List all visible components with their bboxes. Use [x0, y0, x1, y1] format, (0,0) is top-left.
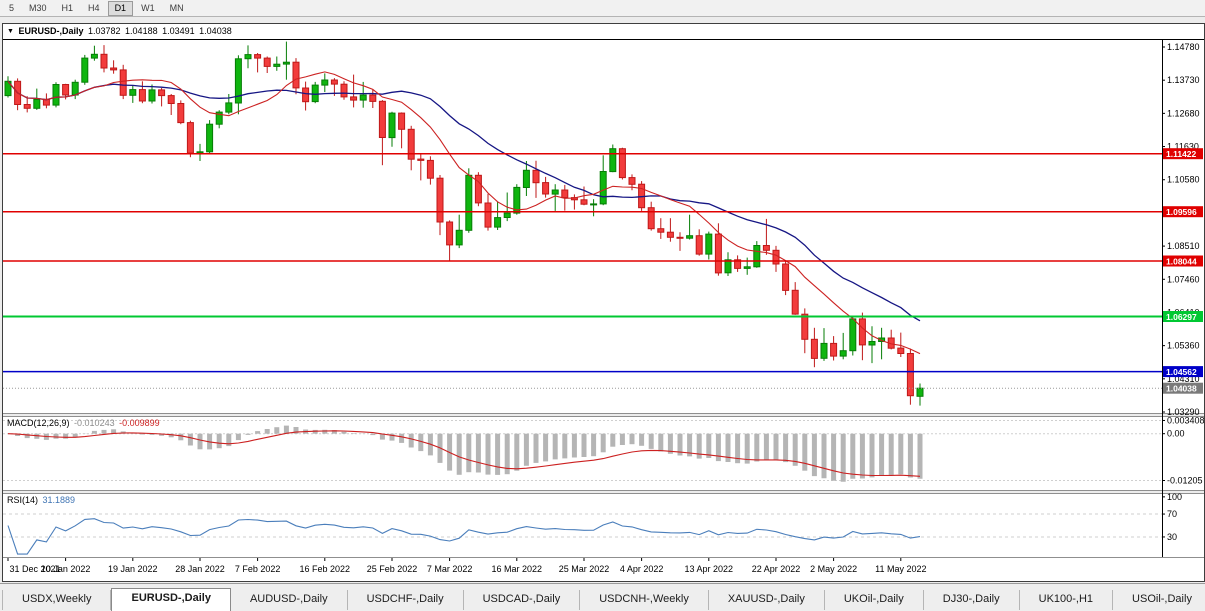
svg-text:11 May 2022: 11 May 2022	[875, 564, 926, 574]
svg-text:4 Apr 2022: 4 Apr 2022	[620, 564, 664, 574]
svg-text:0.003408: 0.003408	[1167, 415, 1204, 425]
price-tag-1.04038	[1163, 382, 1203, 394]
rsi-value: 31.1889	[42, 495, 76, 505]
svg-text:1.14780: 1.14780	[1167, 42, 1200, 52]
chart-title-symbol: EURUSD-,Daily	[18, 26, 84, 36]
chart-tab-bar: USDX,Weekly EURUSD-,Daily AUDUSD-,Daily USD…	[0, 583, 1205, 611]
svg-text:19 Jan 2022: 19 Jan 2022	[108, 564, 158, 574]
svg-text:16 Feb 2022: 16 Feb 2022	[300, 564, 351, 574]
svg-text:1.07460: 1.07460	[1167, 274, 1200, 284]
svg-text:1.03290: 1.03290	[1167, 407, 1200, 417]
macd-name: MACD(12,26,9)	[7, 418, 70, 428]
candlestick-series	[4, 41, 924, 406]
svg-text:1.08044: 1.08044	[1166, 257, 1197, 267]
ohlc-high: 1.04188	[125, 26, 158, 36]
price-tag-1.06297	[1163, 311, 1203, 322]
svg-text:25 Feb 2022: 25 Feb 2022	[367, 564, 418, 574]
svg-text:-0.01205: -0.01205	[1167, 475, 1203, 485]
tab-xauusd-daily[interactable]: XAUUSD-,Daily	[709, 590, 825, 610]
chart-title: ▼ EURUSD-,Daily 1.03782 1.04188 1.03491 …	[7, 26, 234, 36]
svg-text:1.13730: 1.13730	[1167, 75, 1200, 85]
svg-text:1.11630: 1.11630	[1167, 142, 1199, 152]
tab-audusd-daily[interactable]: AUDUSD-,Daily	[231, 590, 348, 610]
svg-text:22 Apr 2022: 22 Apr 2022	[752, 564, 801, 574]
horizontal-level-lines: 1.11422 1.09596 1.08044 1.06297 1.04562 1.040…	[3, 148, 1203, 394]
ohlc-low: 1.03491	[162, 26, 195, 36]
svg-text:16 Mar 2022: 16 Mar 2022	[492, 564, 543, 574]
svg-text:1.04310: 1.04310	[1167, 374, 1200, 384]
svg-text:2 May 2022: 2 May 2022	[810, 564, 857, 574]
price-axis[interactable]: 1.14780 1.13730 1.12680 1.11630 1.10580 1.095…	[1162, 42, 1200, 417]
svg-text:31 Dec 2021: 31 Dec 2021	[9, 564, 60, 574]
svg-text:1.04562: 1.04562	[1166, 367, 1197, 377]
timeframe-button-D1[interactable]: D1	[107, 0, 134, 16]
svg-text:30: 30	[1167, 532, 1177, 542]
tab-usoil-daily[interactable]: USOil-,Daily	[1113, 590, 1205, 610]
tab-usdchf-daily[interactable]: USDCHF-,Daily	[348, 590, 464, 610]
rsi-indicator-label: RSI(14) 31.1889	[7, 495, 77, 505]
tab-dj30-daily[interactable]: DJ30-,Daily	[924, 590, 1020, 610]
timeframe-button-M30[interactable]: M30	[29, 2, 47, 13]
chart-window: 1.14780 1.13730 1.12680 1.11630 1.10580 1.095…	[2, 23, 1205, 582]
timeframe-toolbar: 5 M30 H1 H4 D1 W1 MN	[0, 0, 1205, 17]
svg-text:10 Jan 2022: 10 Jan 2022	[41, 564, 91, 574]
macd-indicator-label: MACD(12,26,9) -0.010243 -0.009899	[7, 418, 162, 428]
tab-ukoil-daily[interactable]: UKOil-,Daily	[825, 590, 924, 610]
tab-usdx-weekly[interactable]: USDX,Weekly	[2, 590, 112, 610]
ohlc-close: 1.04038	[199, 26, 232, 36]
timeframe-button-5[interactable]: 5	[9, 2, 15, 13]
svg-text:7 Feb 2022: 7 Feb 2022	[235, 564, 281, 574]
svg-text:28 Jan 2022: 28 Jan 2022	[175, 564, 225, 574]
svg-text:100: 100	[1167, 492, 1182, 502]
svg-text:70: 70	[1167, 509, 1177, 519]
svg-text:1.10580: 1.10580	[1167, 175, 1200, 185]
svg-text:1.09596: 1.09596	[1166, 207, 1197, 217]
tab-eurusd-daily[interactable]: EURUSD-,Daily	[111, 588, 231, 611]
svg-text:25 Mar 2022: 25 Mar 2022	[559, 564, 610, 574]
svg-text:7 Mar 2022: 7 Mar 2022	[427, 564, 473, 574]
macd-signal-value: -0.009899	[119, 418, 160, 428]
svg-text:0.00: 0.00	[1167, 429, 1185, 439]
svg-text:1.11422: 1.11422	[1166, 149, 1197, 159]
svg-text:1.04038: 1.04038	[1166, 384, 1197, 394]
tab-usdcnh-weekly[interactable]: USDCNH-,Weekly	[580, 590, 709, 610]
price-tag-1.04562	[1163, 366, 1203, 378]
svg-text:1.06297: 1.06297	[1166, 312, 1197, 322]
svg-text:1.08510: 1.08510	[1167, 241, 1200, 251]
tab-uk100-h1[interactable]: UK100-,H1	[1020, 590, 1114, 610]
svg-text:13 Apr 2022: 13 Apr 2022	[685, 564, 734, 574]
tab-usdcad-daily[interactable]: USDCAD-,Daily	[464, 590, 581, 610]
moving-average-lines	[7, 71, 921, 355]
svg-text:1.05360: 1.05360	[1167, 341, 1200, 351]
ohlc-open: 1.03782	[87, 26, 121, 36]
rsi-name: RSI(14)	[7, 495, 39, 505]
timeframe-button-H1[interactable]: H1	[61, 2, 74, 13]
macd-main-value: -0.010243	[74, 418, 115, 428]
symbol-dropdown-icon[interactable]: ▼	[7, 28, 14, 35]
price-tag-1.09596	[1163, 206, 1203, 218]
rsi-panel: 100 70 30	[3, 492, 1182, 555]
price-tag-1.08044	[1163, 255, 1203, 267]
timeframe-button-MN[interactable]: MN	[169, 2, 184, 13]
timeframe-button-W1[interactable]: W1	[141, 2, 155, 13]
macd-panel: 0.003408 0.00 -0.01205	[3, 415, 1204, 485]
timeframe-button-H4[interactable]: H4	[88, 2, 100, 13]
price-tag-1.11422	[1163, 148, 1203, 160]
svg-text:1.12680: 1.12680	[1167, 108, 1200, 118]
chart-canvas[interactable]: 1.14780 1.13730 1.12680 1.11630 1.10580 1.095…	[3, 24, 1204, 581]
